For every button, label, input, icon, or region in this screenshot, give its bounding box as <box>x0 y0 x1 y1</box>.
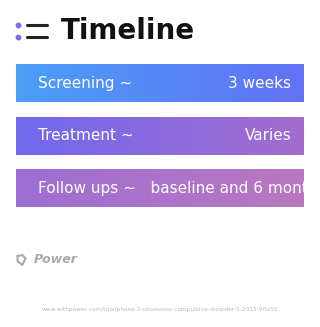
Text: Timeline: Timeline <box>61 17 195 45</box>
Text: Follow ups ~   baseline and 6 months: Follow ups ~ baseline and 6 months <box>38 181 320 196</box>
Text: Varies: Varies <box>244 128 291 143</box>
Text: 3 weeks: 3 weeks <box>228 76 291 91</box>
Text: Treatment ~: Treatment ~ <box>38 128 134 143</box>
FancyBboxPatch shape <box>12 165 308 211</box>
Text: Power: Power <box>34 253 77 266</box>
Text: Screening ~: Screening ~ <box>38 76 132 91</box>
Text: www.withpower.com/trial/phase-3-obsessive-compulsive-disorder-5-2015-90a55: www.withpower.com/trial/phase-3-obsessiv… <box>42 306 278 312</box>
FancyBboxPatch shape <box>12 60 308 107</box>
FancyBboxPatch shape <box>12 112 308 159</box>
